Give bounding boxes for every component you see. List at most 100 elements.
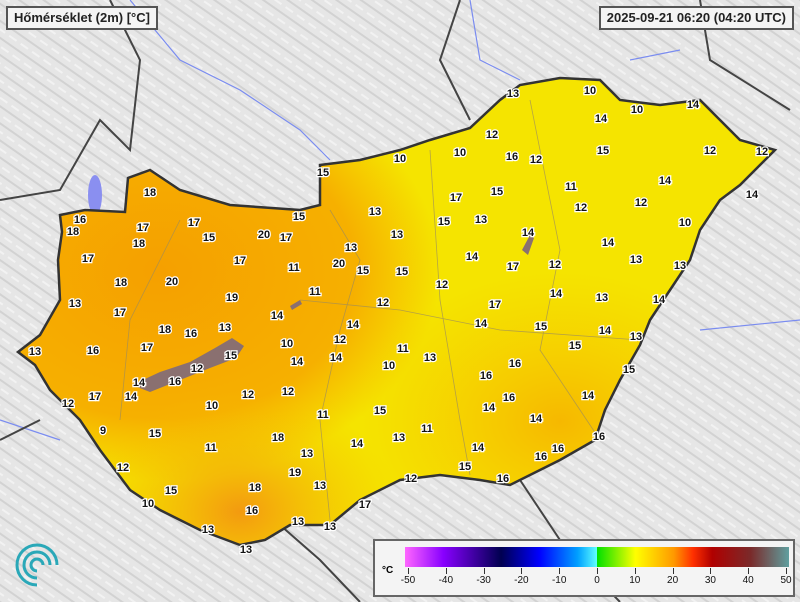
station-temperature-label: 13 bbox=[674, 260, 686, 272]
station-temperature-label: 12 bbox=[575, 202, 587, 214]
station-temperature-label: 17 bbox=[450, 192, 462, 204]
station-temperature-label: 14 bbox=[351, 438, 364, 450]
station-temperature-label: 12 bbox=[436, 279, 448, 291]
station-temperature-label: 12 bbox=[704, 145, 716, 157]
station-temperature-label: 14 bbox=[522, 227, 535, 239]
station-temperature-label: 14 bbox=[530, 413, 543, 425]
station-temperature-label: 11 bbox=[565, 181, 577, 193]
station-temperature-label: 11 bbox=[317, 409, 329, 421]
river bbox=[0, 0, 800, 441]
lake-velence bbox=[290, 300, 302, 310]
station-temperature-label: 14 bbox=[550, 288, 563, 300]
station-temperature-label: 12 bbox=[334, 334, 346, 346]
station-temperature-label: 14 bbox=[595, 113, 608, 125]
station-temperature-label: 10 bbox=[206, 400, 218, 412]
station-temperature-label: 13 bbox=[475, 214, 487, 226]
station-temperature-label: 18 bbox=[159, 324, 171, 336]
station-temperature-label: 18 bbox=[133, 238, 145, 250]
station-temperature-label: 17 bbox=[188, 217, 200, 229]
legend-tick-label: 0 bbox=[594, 575, 600, 586]
station-temperature-label: 15 bbox=[535, 321, 547, 333]
station-temperature-label: 12 bbox=[242, 389, 254, 401]
station-temperature-label: 17 bbox=[137, 222, 149, 234]
station-temperature-label: 14 bbox=[746, 189, 759, 201]
station-temperature-label: 15 bbox=[623, 364, 635, 376]
station-temperature-label: 16 bbox=[506, 151, 518, 163]
station-temperature-label: 12 bbox=[486, 129, 498, 141]
legend-tick bbox=[521, 568, 523, 574]
legend-tick bbox=[710, 568, 712, 574]
station-temperature-label: 12 bbox=[377, 297, 389, 309]
legend-tick-label: 30 bbox=[704, 575, 716, 586]
station-temperature-label: 13 bbox=[507, 88, 519, 100]
station-temperature-label: 13 bbox=[240, 544, 252, 556]
station-temperature-label: 11 bbox=[288, 262, 300, 274]
station-temperature-label: 11 bbox=[397, 343, 409, 355]
station-temperature-label: 16 bbox=[497, 473, 509, 485]
station-temperature-label: 10 bbox=[383, 360, 395, 372]
legend-tick bbox=[786, 568, 787, 574]
legend-tick-label: 50 bbox=[780, 575, 792, 586]
station-temperature-label: 11 bbox=[309, 286, 321, 298]
station-temperature-label: 13 bbox=[292, 516, 304, 528]
legend-tick bbox=[559, 568, 561, 574]
station-temperature-label: 13 bbox=[369, 206, 381, 218]
station-temperature-label: 13 bbox=[424, 352, 436, 364]
station-temperature-label: 16 bbox=[185, 328, 197, 340]
station-temperature-label: 15 bbox=[165, 485, 177, 497]
legend-tick bbox=[445, 568, 447, 574]
station-temperature-label: 16 bbox=[74, 214, 86, 226]
station-temperature-label: 14 bbox=[653, 294, 666, 306]
station-temperature-label: 11 bbox=[421, 423, 433, 435]
station-temperature-label: 13 bbox=[202, 524, 214, 536]
station-temperature-label: 15 bbox=[357, 265, 369, 277]
station-temperature-label: 14 bbox=[133, 377, 146, 389]
station-temperature-label: 17 bbox=[89, 391, 101, 403]
station-temperature-label: 16 bbox=[87, 345, 99, 357]
station-temperature-label: 13 bbox=[596, 292, 608, 304]
station-temperature-label: 12 bbox=[530, 154, 542, 166]
station-temperature-label: 12 bbox=[549, 259, 561, 271]
station-temperature-label: 10 bbox=[142, 498, 154, 510]
legend-tick-label: 20 bbox=[667, 575, 679, 586]
station-temperature-label: 13 bbox=[393, 432, 405, 444]
station-temperature-label: 16 bbox=[535, 451, 547, 463]
timestamp: 2025-09-21 06:20 (04:20 UTC) bbox=[598, 6, 794, 30]
station-temperature-label: 14 bbox=[466, 251, 479, 263]
station-temperature-label: 18 bbox=[144, 187, 156, 199]
station-temperature-label: 14 bbox=[472, 442, 485, 454]
station-temperature-label: 13 bbox=[324, 521, 336, 533]
station-temperature-label: 17 bbox=[280, 232, 292, 244]
station-temperature-label: 18 bbox=[67, 226, 79, 238]
station-temperature-label: 16 bbox=[169, 376, 181, 388]
station-temperature-label: 20 bbox=[166, 276, 178, 288]
station-temperature-label: 14 bbox=[475, 318, 488, 330]
station-temperature-label: 11 bbox=[205, 442, 217, 454]
station-temperature-label: 10 bbox=[281, 338, 293, 350]
legend-tick-label: -50 bbox=[400, 575, 416, 586]
county-borders bbox=[119, 99, 641, 521]
legend-tick bbox=[748, 568, 750, 574]
station-temperature-label: 16 bbox=[552, 443, 564, 455]
station-temperature-label: 18 bbox=[249, 482, 261, 494]
lake-neusiedl bbox=[88, 175, 102, 215]
legend-tick-label: -30 bbox=[476, 575, 491, 586]
station-temperature-label: 10 bbox=[454, 147, 466, 159]
station-temperature-label: 15 bbox=[569, 340, 581, 352]
station-temperature-label: 15 bbox=[317, 167, 329, 179]
station-temperature-label: 14 bbox=[330, 352, 343, 364]
station-temperature-label: 13 bbox=[219, 322, 231, 334]
station-temperature-label: 13 bbox=[345, 242, 357, 254]
lake-balaton bbox=[132, 338, 244, 392]
station-temperature-label: 14 bbox=[687, 99, 700, 111]
station-temperature-label: 9 bbox=[100, 425, 106, 437]
station-temperature-label: 16 bbox=[480, 370, 492, 382]
station-temperature-label: 14 bbox=[483, 402, 496, 414]
station-temperature-label: 16 bbox=[246, 505, 258, 517]
legend-tick-label: 40 bbox=[742, 575, 754, 586]
station-temperature-label: 13 bbox=[314, 480, 326, 492]
legend-tick bbox=[408, 568, 409, 574]
legend-tick-label: -10 bbox=[551, 575, 567, 586]
